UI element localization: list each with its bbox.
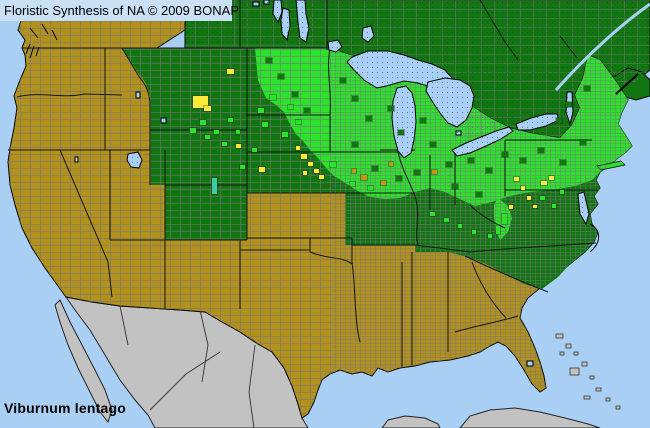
lake-of-the-woods: [327, 39, 343, 53]
flathead-lake: [135, 91, 141, 99]
lake-nipigon: [361, 25, 375, 43]
baja-peninsula: [54, 299, 113, 424]
cuba: [459, 407, 601, 428]
lake-huron: [425, 77, 475, 128]
yucatan: [381, 415, 441, 428]
lake-okeechobee: [526, 360, 534, 367]
lakes: [74, 0, 590, 367]
puget-sound-inlets: [25, 43, 40, 59]
map-title-bar: Floristic Synthesis of NA © 2009 BONAP: [0, 0, 239, 21]
coastal-details: [25, 23, 639, 253]
lake-winnipeg: [295, 0, 310, 43]
lake-tahoe: [74, 156, 79, 163]
map-title-text: Floristic Synthesis of NA © 2009 BONAP: [4, 3, 240, 18]
bahamas: [555, 333, 621, 410]
st-lawrence-river: [554, 2, 650, 91]
yellowstone-lake: [160, 117, 167, 124]
state-borders: [8, 0, 598, 368]
northern-lake: [263, 0, 270, 5]
mexico-and-caribbean: [54, 296, 621, 428]
lake-champlain: [565, 91, 574, 126]
northern-lake: [252, 1, 260, 7]
lake-winnipegosis: [272, 0, 283, 24]
lake-michigan: [391, 85, 417, 159]
species-name-label: Viburnum lentago: [4, 400, 126, 416]
lake-erie: [451, 126, 514, 157]
chesapeake-bay: [577, 191, 590, 226]
great-salt-lake: [126, 151, 143, 169]
bc-fjords: [29, 23, 58, 41]
outer-banks: [589, 223, 600, 253]
lake-st-clair: [455, 130, 462, 136]
lake-manitoba: [280, 7, 291, 42]
bay-of-fundy: [615, 73, 639, 95]
mexico-state-borders: [119, 305, 256, 428]
